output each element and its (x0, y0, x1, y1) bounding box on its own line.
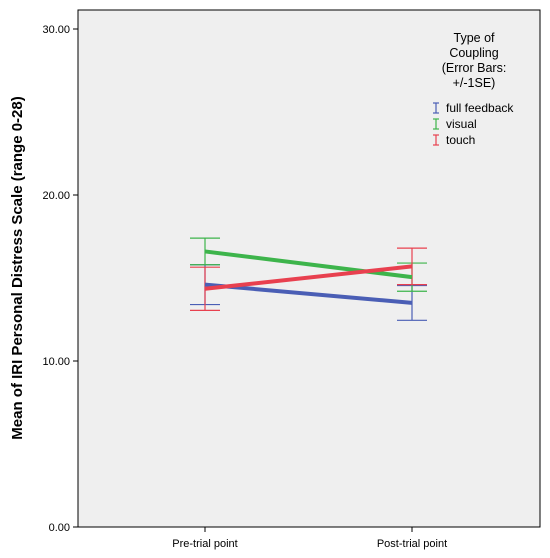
legend-title-line: Type of (454, 31, 496, 45)
y-tick-label: 0.00 (49, 522, 70, 534)
x-tick-label: Pre-trial point (172, 538, 237, 550)
y-tick-label: 20.00 (42, 190, 70, 202)
legend-label: touch (446, 133, 475, 147)
legend-item-full-feedback: full feedback (433, 101, 514, 115)
legend-item-visual: visual (433, 117, 477, 131)
y-tick-label: 30.00 (42, 24, 70, 36)
axes (77, 10, 540, 528)
legend-label: full feedback (446, 101, 514, 115)
legend-title-line: Coupling (449, 46, 498, 60)
x-tick-label: Post-trial point (377, 538, 447, 550)
x-ticks: Pre-trial point Post-trial point (172, 527, 447, 550)
series-line-visual (204, 249, 413, 280)
y-ticks: 0.00 10.00 20.00 30.00 (42, 24, 78, 534)
legend-item-touch: touch (433, 133, 475, 147)
y-tick-label: 10.00 (42, 356, 70, 368)
legend-title-line: +/-1SE) (453, 76, 496, 90)
legend: Type of Coupling (Error Bars: +/-1SE) fu… (433, 31, 514, 147)
series-line-full-feedback (204, 282, 413, 305)
legend-items: full feedback visual touch (433, 101, 514, 147)
series-lines (204, 249, 413, 305)
legend-label: visual (446, 117, 477, 131)
plot-background (77, 9, 541, 528)
series-line-touch (204, 264, 413, 291)
legend-title-line: (Error Bars: (442, 61, 507, 75)
y-axis-label: Mean of IRI Personal Distress Scale (ran… (9, 96, 26, 439)
